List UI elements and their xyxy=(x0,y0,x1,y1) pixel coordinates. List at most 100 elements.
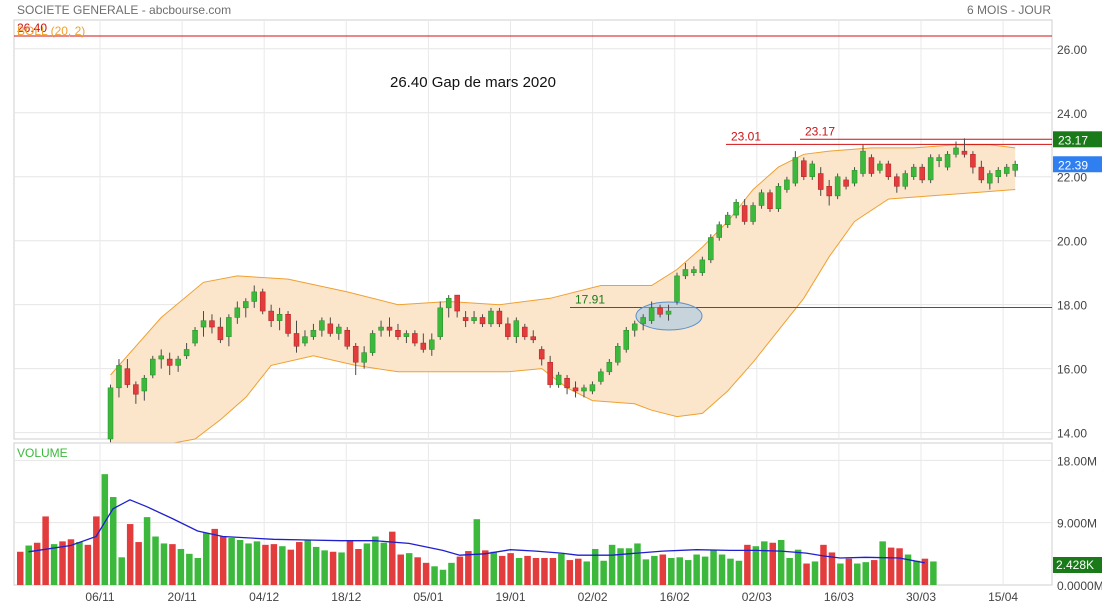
bollinger-upper xyxy=(110,144,1016,376)
candle-body xyxy=(107,387,114,440)
volume-bar xyxy=(727,558,734,585)
volume-bar xyxy=(879,541,886,585)
volume-bar xyxy=(287,549,295,585)
volume-bars xyxy=(17,474,937,585)
volume-bar xyxy=(422,562,430,585)
volume-bar xyxy=(701,556,709,585)
volume-bar xyxy=(126,524,134,585)
x-tick-label: 16/02 xyxy=(660,590,690,604)
candle-body xyxy=(851,170,858,184)
bollinger-bands xyxy=(110,144,1016,450)
volume-bar xyxy=(152,536,159,585)
volume-bar xyxy=(321,550,328,585)
volume-bar xyxy=(33,542,41,585)
volume-grid xyxy=(14,459,1052,524)
volume-bar xyxy=(541,557,548,585)
candle-body xyxy=(598,371,604,382)
candle-body xyxy=(302,336,308,344)
volume-bar xyxy=(482,550,489,585)
candle-body xyxy=(141,377,148,392)
candle-body xyxy=(268,310,274,321)
candle-body xyxy=(750,205,756,222)
candle-body xyxy=(784,179,790,190)
x-tick-label: 19/01 xyxy=(495,590,525,604)
candle-body xyxy=(336,326,342,334)
volume-bar xyxy=(177,548,185,585)
volume-bar xyxy=(794,549,802,585)
volume-bar xyxy=(718,554,726,585)
volume-bar xyxy=(203,533,210,585)
bollinger-lower xyxy=(110,189,1016,450)
candle-body xyxy=(817,173,824,190)
candle-body xyxy=(733,202,739,216)
volume-bar xyxy=(76,542,83,585)
volume-bar xyxy=(828,552,836,585)
candle-body xyxy=(741,205,748,222)
gap-annotation: 26.40 Gap de mars 2020 xyxy=(390,74,556,91)
volume-bar xyxy=(312,546,320,585)
volume-bar xyxy=(651,555,658,585)
volume-bar xyxy=(659,554,667,585)
candle-body xyxy=(936,157,942,161)
price-badge xyxy=(1053,156,1102,173)
candle-body xyxy=(344,330,350,347)
candle-body xyxy=(868,157,875,174)
volume-bar xyxy=(296,542,303,585)
candle-body xyxy=(708,237,714,261)
candle-body xyxy=(547,361,553,385)
volume-bar xyxy=(549,557,557,585)
candle-body xyxy=(259,291,266,312)
volume-bar xyxy=(262,544,269,585)
volume-bar xyxy=(414,557,421,585)
candle-body xyxy=(369,333,376,353)
x-tick-label: 04/12 xyxy=(249,590,279,604)
candle-body xyxy=(522,326,528,337)
candle-body xyxy=(310,330,317,337)
volume-bar xyxy=(896,548,903,585)
volume-bar xyxy=(887,547,895,585)
candle-body xyxy=(657,307,663,315)
candle-body xyxy=(902,173,909,187)
candle-body xyxy=(166,358,173,366)
volume-bar xyxy=(744,544,751,585)
candle-body xyxy=(133,384,139,395)
candle-body xyxy=(699,259,706,273)
candle-body xyxy=(378,326,384,331)
volume-bar xyxy=(135,542,142,585)
volume-bar xyxy=(143,517,151,585)
candles xyxy=(107,138,1018,443)
candle-body xyxy=(674,275,680,302)
price-tick-label: 18.00 xyxy=(1057,299,1087,313)
volume-bar xyxy=(752,546,760,585)
candle-body xyxy=(885,163,892,177)
candle-body xyxy=(716,224,723,238)
volume-badge: 2.428K xyxy=(1053,557,1102,573)
candle-body xyxy=(1012,164,1018,171)
x-tick-label: 06/11 xyxy=(85,590,114,604)
candle-body xyxy=(530,336,536,341)
volume-bar xyxy=(524,555,531,585)
candle-body xyxy=(124,368,131,385)
x-tick-label: 20/11 xyxy=(168,590,197,604)
candle-body xyxy=(801,160,807,177)
volume-bar xyxy=(380,542,388,585)
candle-body xyxy=(775,186,782,209)
price-badges: 23.17 22.39 xyxy=(1053,131,1102,173)
volume-bar xyxy=(93,516,100,585)
candle-body xyxy=(615,345,621,363)
candle-body xyxy=(209,320,215,328)
candle-body xyxy=(226,317,232,337)
volume-label: VOLUME xyxy=(17,446,68,460)
candle-body xyxy=(826,186,832,197)
candle-body xyxy=(479,317,486,325)
candle-body xyxy=(251,291,257,302)
volume-bar xyxy=(101,474,109,585)
candle-body xyxy=(361,352,367,363)
price-badge-label: 23.17 xyxy=(1058,133,1088,147)
x-tick-label: 15/04 xyxy=(988,590,1018,604)
volume-bar xyxy=(253,541,261,585)
volume-moving-average xyxy=(28,499,925,564)
candle-body xyxy=(150,358,156,376)
candle-body xyxy=(640,317,646,325)
candle-body xyxy=(200,320,207,328)
